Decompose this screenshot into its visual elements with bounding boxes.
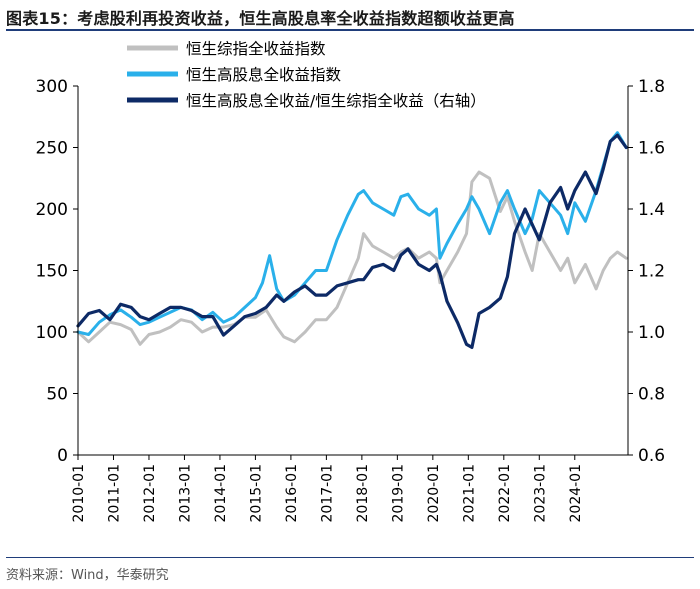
legend-label-2: 恒生高股息全收益指数 [186,66,342,84]
x-tick-label: 2011-01 [106,464,122,523]
source-note: 资料来源：Wind，华泰研究 [6,568,169,583]
left-tick-label: 200 [36,200,68,220]
x-tick-label: 2020-01 [426,464,442,523]
x-tick-label: 2015-01 [248,464,264,523]
x-tick-label: 2014-01 [213,464,229,523]
left-tick-label: 250 [36,139,68,159]
left-tick-label: 50 [46,385,68,405]
source-rule [6,557,694,558]
x-tick-label: 2012-01 [142,464,158,523]
left-tick-label: 300 [36,77,68,97]
legend-label-1: 恒生综指全收益指数 [186,40,326,58]
x-tick-label: 2024-01 [568,464,584,523]
chart-canvas: 0 50 100 150 200 250 300 0.6 0.8 1.0 1.2 1.4 1.6 1.8 2… [36,40,666,523]
x-tick-label: 2018-01 [355,464,371,523]
right-tick-label: 1.4 [638,200,665,220]
x-tick-label: 2010-01 [71,464,87,523]
right-tick-label: 0.8 [638,385,665,405]
chart-title: 图表15：考虑股利再投资收益，恒生高股息率全收益指数超额收益更高 [6,9,515,28]
right-tick-label: 1.0 [638,323,665,343]
x-tick-label: 2021-01 [461,464,477,523]
x-tick-label: 2023-01 [532,464,548,523]
left-tick-label: 100 [36,323,68,343]
series-line-3 [76,133,628,349]
axes-layer: 0 50 100 150 200 250 300 0.6 0.8 1.0 1.2 1.4 1.6 1.8 2… [36,77,666,523]
right-tick-label: 1.6 [638,139,665,159]
title-rule [6,29,694,31]
right-tick-label: 1.8 [638,77,665,97]
x-tick-label: 2019-01 [390,464,406,523]
left-tick-label: 150 [36,262,68,282]
x-tick-label: 2016-01 [284,464,300,523]
x-tick-label: 2013-01 [177,464,193,523]
series-line-2 [76,131,628,336]
series-layer [76,131,628,349]
right-tick-label: 1.2 [638,262,665,282]
right-tick-label: 0.6 [638,446,665,466]
legend-label-3: 恒生高股息全收益/恒生综指全收益（右轴） [186,92,486,110]
x-tick-label: 2017-01 [319,464,335,523]
x-tick-label: 2022-01 [497,464,513,523]
left-tick-label: 0 [57,446,68,466]
